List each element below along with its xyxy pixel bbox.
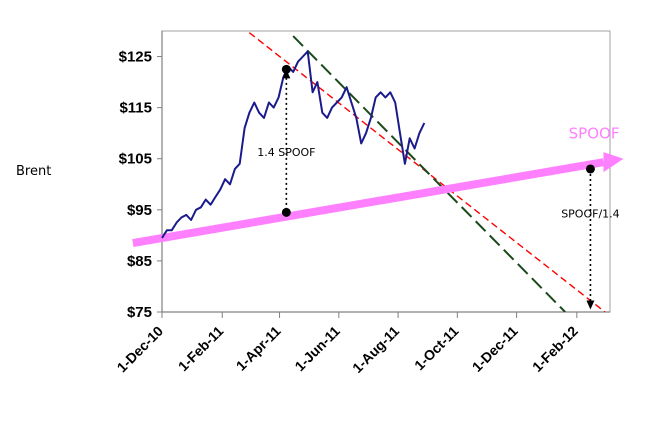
x-tick-label: 1-Dec-11 <box>469 323 521 375</box>
annotation-spoof-div-1-4: SPOOF/1.4 <box>561 207 619 220</box>
highlight-point <box>281 64 291 74</box>
x-tick-label: 1-Dec-10 <box>114 323 167 376</box>
brent-price-series <box>161 50 426 239</box>
chart-axes <box>161 30 611 313</box>
y-tick-label: $115 <box>119 100 152 117</box>
y-axis-ticks: $75 $85 $95 $105 $115 $125 <box>119 49 162 321</box>
y-axis-label: Brent <box>16 164 51 179</box>
x-tick-label: 1-Feb-11 <box>175 323 227 375</box>
annotations: 1.4 SPOOF SPOOF/1.4 SPOOF <box>257 64 620 310</box>
x-tick-label: 1-Aug-11 <box>349 323 402 376</box>
highlight-point <box>281 207 291 217</box>
green-dashed-trend-line <box>292 35 566 312</box>
arrowhead-down-icon <box>586 300 595 310</box>
x-tick-label: 1-Oct-11 <box>411 323 462 374</box>
brent-price-line <box>161 50 426 239</box>
spoof-series-label: SPOOF <box>569 125 620 143</box>
x-tick-label: 1-Feb-12 <box>529 323 581 375</box>
spoof-series <box>132 152 624 247</box>
trend-lines <box>246 31 606 312</box>
spoof-arrow-head <box>603 152 624 173</box>
y-tick-label: $85 <box>127 253 152 270</box>
y-tick-label: $105 <box>119 151 152 168</box>
x-tick-label: 1-Apr-11 <box>233 323 284 374</box>
annotation-1-4-spoof: 1.4 SPOOF <box>257 146 315 159</box>
y-tick-label: $75 <box>127 304 152 321</box>
x-tick-label: 1-Jun-11 <box>291 323 343 375</box>
y-tick-label: $125 <box>119 49 152 66</box>
y-tick-label: $95 <box>127 202 152 219</box>
highlight-point <box>585 164 595 174</box>
spoof-arrow-shaft <box>132 158 605 247</box>
x-axis-ticks: 1-Dec-10 1-Feb-11 1-Apr-11 1-Jun-11 1-Aug-11… <box>114 312 581 376</box>
